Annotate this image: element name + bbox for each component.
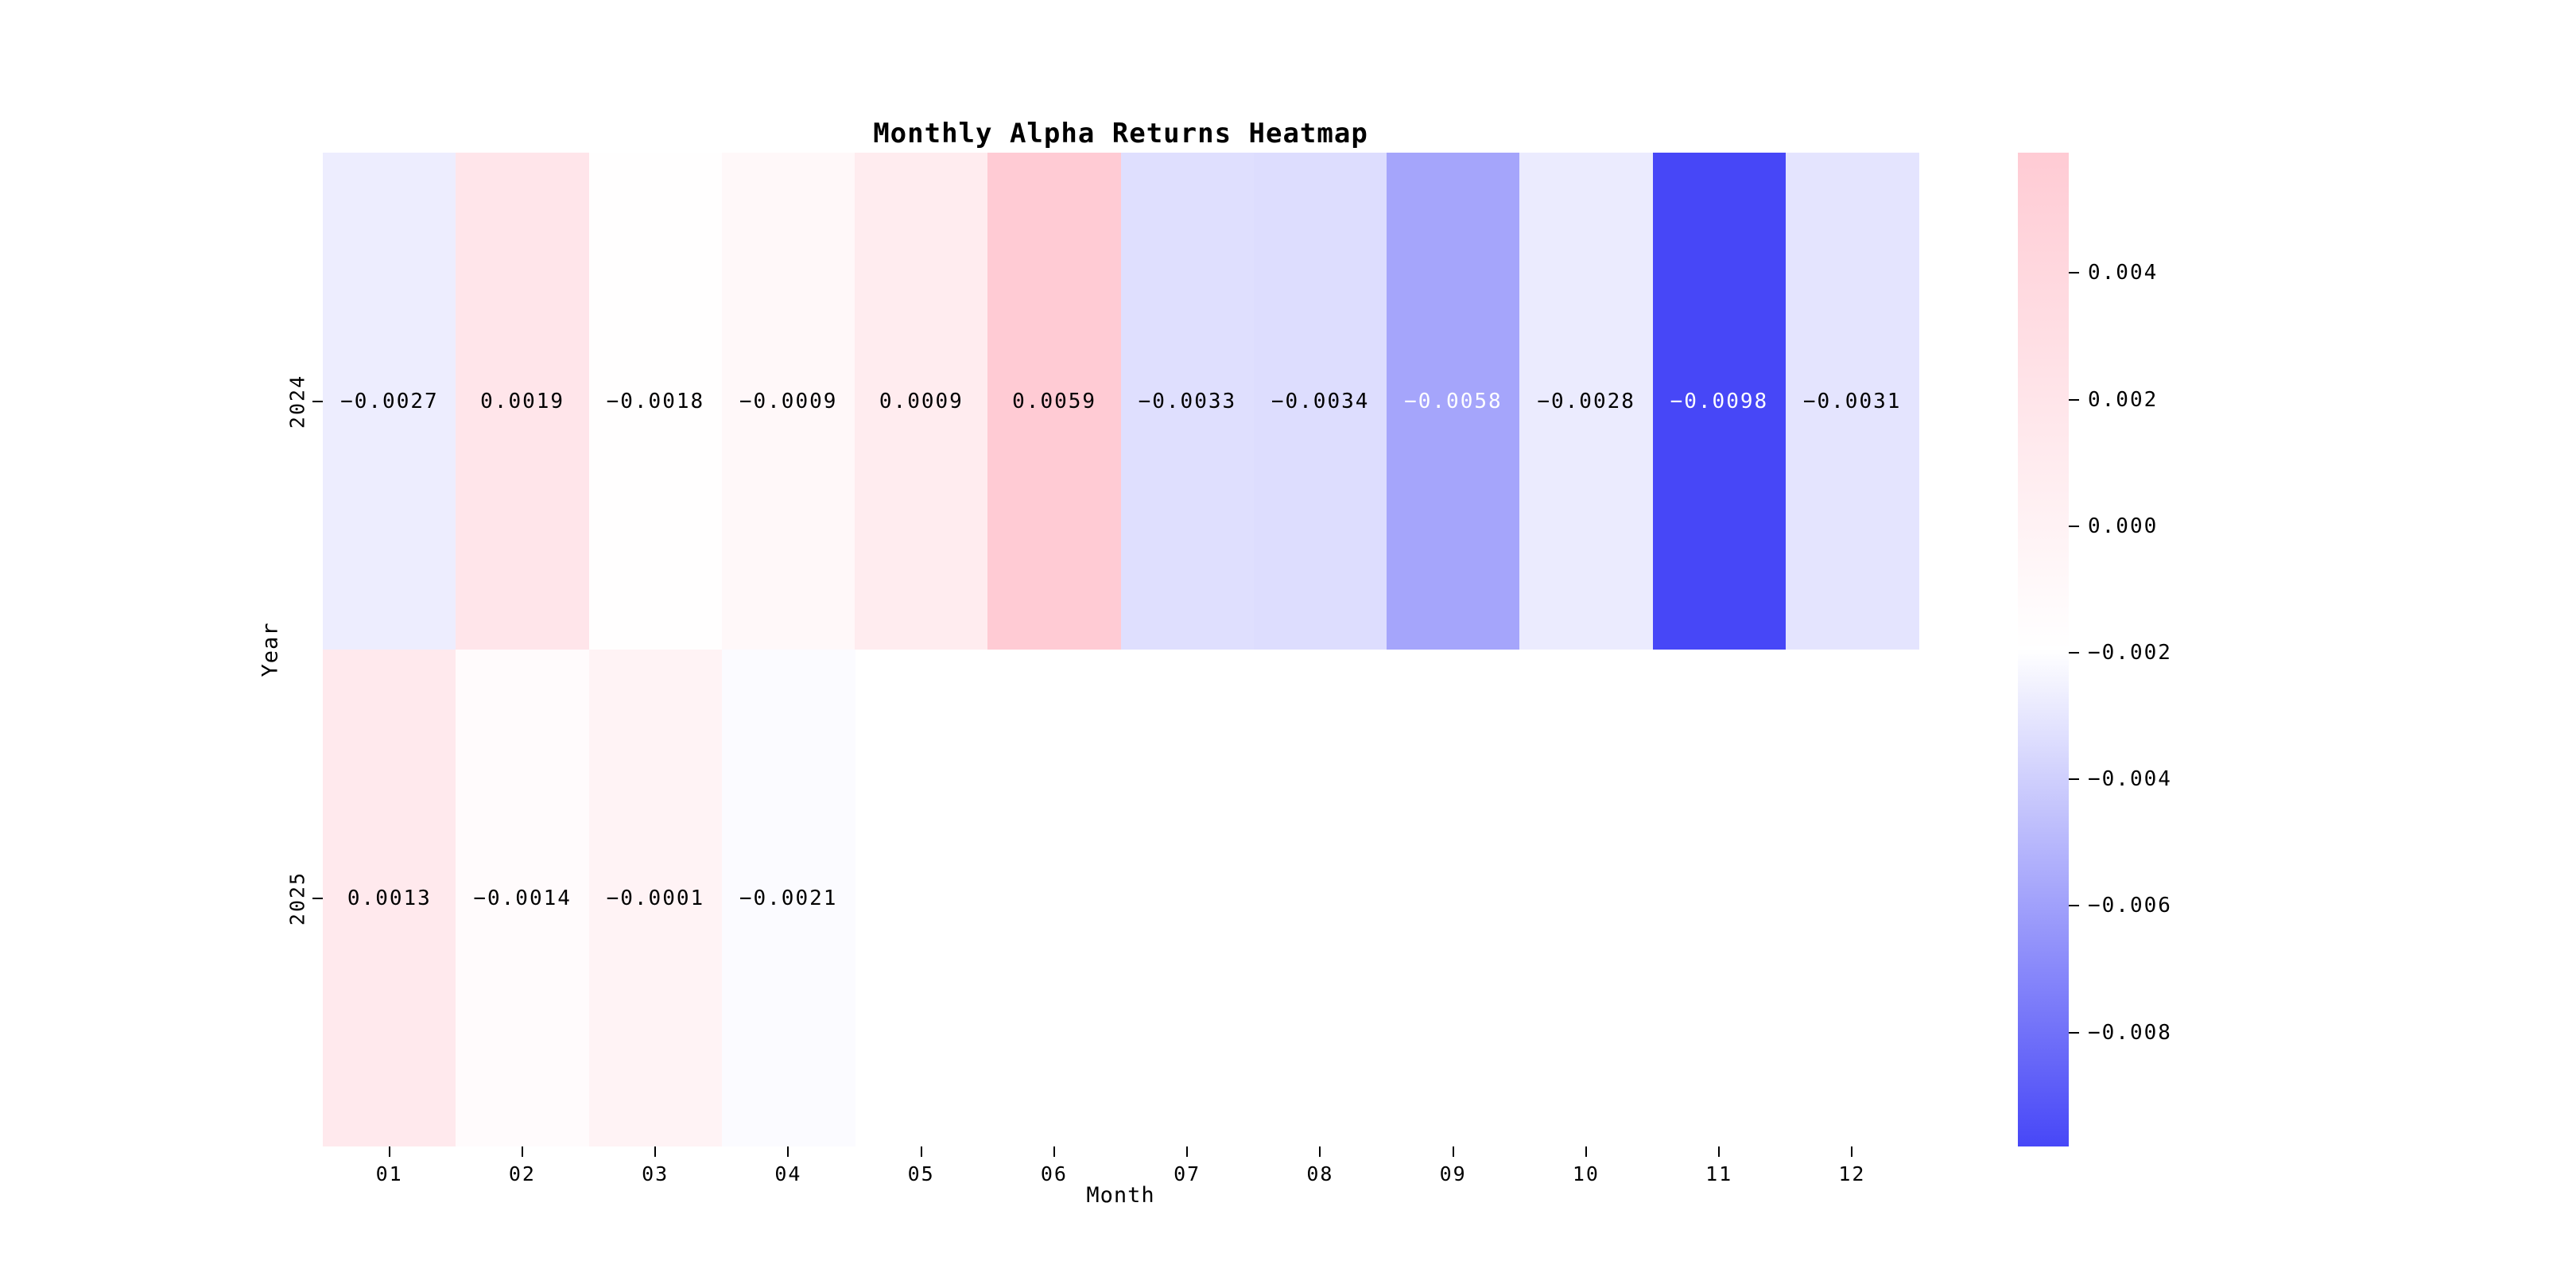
x-tick-09 xyxy=(1452,1146,1454,1157)
x-tick-12 xyxy=(1851,1146,1853,1157)
chart-title: Monthly Alpha Returns Heatmap xyxy=(873,118,1368,149)
x-tick-label-08: 08 xyxy=(1306,1162,1334,1185)
heatmap-cell-2025-02: −0.0014 xyxy=(456,650,589,1146)
colorbar-tick-label-0.000: 0.000 xyxy=(2088,514,2159,538)
x-tick-label-02: 02 xyxy=(508,1162,536,1185)
colorbar-tick-−0.006 xyxy=(2069,905,2079,907)
colorbar-tick-label-0.002: 0.002 xyxy=(2088,387,2159,412)
heatmap-cell-2024-09: −0.0058 xyxy=(1387,153,1520,650)
heatmap-cell-2025-04: −0.0021 xyxy=(721,650,855,1146)
heatmap-cell-2025-03: −0.0001 xyxy=(588,650,723,1146)
x-tick-label-11: 11 xyxy=(1705,1162,1733,1185)
heatmap-cell-2024-06: 0.0059 xyxy=(987,153,1121,650)
heatmap-cell-2024-04: −0.0009 xyxy=(721,153,855,650)
x-tick-06 xyxy=(1053,1146,1055,1157)
colorbar-tick-label-0.004: 0.004 xyxy=(2088,261,2159,285)
heatmap-cell-2025-08 xyxy=(1254,650,1387,1146)
x-tick-label-01: 01 xyxy=(375,1162,403,1185)
x-tick-label-03: 03 xyxy=(642,1162,669,1185)
x-tick-label-09: 09 xyxy=(1439,1162,1467,1185)
y-axis-label: Year xyxy=(258,622,283,677)
y-tick-label-2025: 2025 xyxy=(285,871,309,925)
colorbar-tick-0.000 xyxy=(2069,525,2079,527)
heatmap-cell-2024-01: −0.0027 xyxy=(323,153,456,650)
colorbar-tick-label-−0.004: −0.004 xyxy=(2088,767,2172,792)
y-tick-label-2024: 2024 xyxy=(285,374,309,429)
heatmap-cell-2024-03: −0.0018 xyxy=(588,153,723,650)
heatmap-cell-2024-05: 0.0009 xyxy=(855,153,988,650)
heatmap-cell-2025-11 xyxy=(1653,650,1787,1146)
x-tick-04 xyxy=(787,1146,789,1157)
heatmap-cell-2025-10 xyxy=(1519,650,1653,1146)
heatmap-cell-2024-12: −0.0031 xyxy=(1785,153,1919,650)
heatmap-cell-2024-10: −0.0028 xyxy=(1519,153,1653,650)
x-tick-02 xyxy=(521,1146,523,1157)
colorbar-tick-−0.004 xyxy=(2069,778,2079,781)
x-tick-10 xyxy=(1585,1146,1587,1157)
x-tick-07 xyxy=(1186,1146,1189,1157)
heatmap-plot: −0.0027 0.0019 −0.0018 −0.0009 0.0009 0.0059−… xyxy=(323,153,1919,1146)
x-tick-08 xyxy=(1319,1146,1321,1157)
x-tick-label-04: 04 xyxy=(774,1162,802,1185)
x-tick-label-12: 12 xyxy=(1838,1162,1866,1185)
colorbar-tick-label-−0.008: −0.008 xyxy=(2088,1020,2172,1045)
y-tick-2025 xyxy=(312,897,323,899)
x-tick-label-06: 06 xyxy=(1040,1162,1068,1185)
heatmap-cell-2025-01: 0.0013 xyxy=(323,650,456,1146)
x-axis-label: Month xyxy=(1086,1183,1155,1208)
x-tick-label-05: 05 xyxy=(907,1162,935,1185)
colorbar-tick-0.002 xyxy=(2069,398,2079,401)
colorbar xyxy=(2018,153,2069,1146)
y-tick-2024 xyxy=(312,400,323,402)
colorbar-tick-−0.008 xyxy=(2069,1031,2079,1034)
heatmap-cell-2025-12 xyxy=(1786,650,1919,1146)
x-tick-05 xyxy=(920,1146,922,1157)
x-tick-01 xyxy=(388,1146,390,1157)
heatmap-cell-2024-11: −0.0098 xyxy=(1652,153,1787,650)
x-tick-label-07: 07 xyxy=(1174,1162,1201,1185)
colorbar-tick-label-−0.002: −0.002 xyxy=(2088,640,2172,665)
x-tick-11 xyxy=(1718,1146,1721,1157)
colorbar-tick-0.004 xyxy=(2069,272,2079,274)
heatmap-cell-2024-08: −0.0034 xyxy=(1253,153,1387,650)
x-tick-03 xyxy=(654,1146,657,1157)
heatmap-cell-2025-07 xyxy=(1121,650,1255,1146)
heatmap-cell-2025-06 xyxy=(987,650,1121,1146)
colorbar-tick-label-−0.006: −0.006 xyxy=(2088,894,2172,918)
heatmap-cell-2024-02: 0.0019 xyxy=(456,153,589,650)
heatmap-cell-2025-05 xyxy=(855,650,988,1146)
heatmap-cell-2025-09 xyxy=(1387,650,1520,1146)
x-tick-label-10: 10 xyxy=(1572,1162,1600,1185)
colorbar-tick-−0.002 xyxy=(2069,651,2079,654)
heatmap-cell-2024-07: −0.0033 xyxy=(1120,153,1255,650)
